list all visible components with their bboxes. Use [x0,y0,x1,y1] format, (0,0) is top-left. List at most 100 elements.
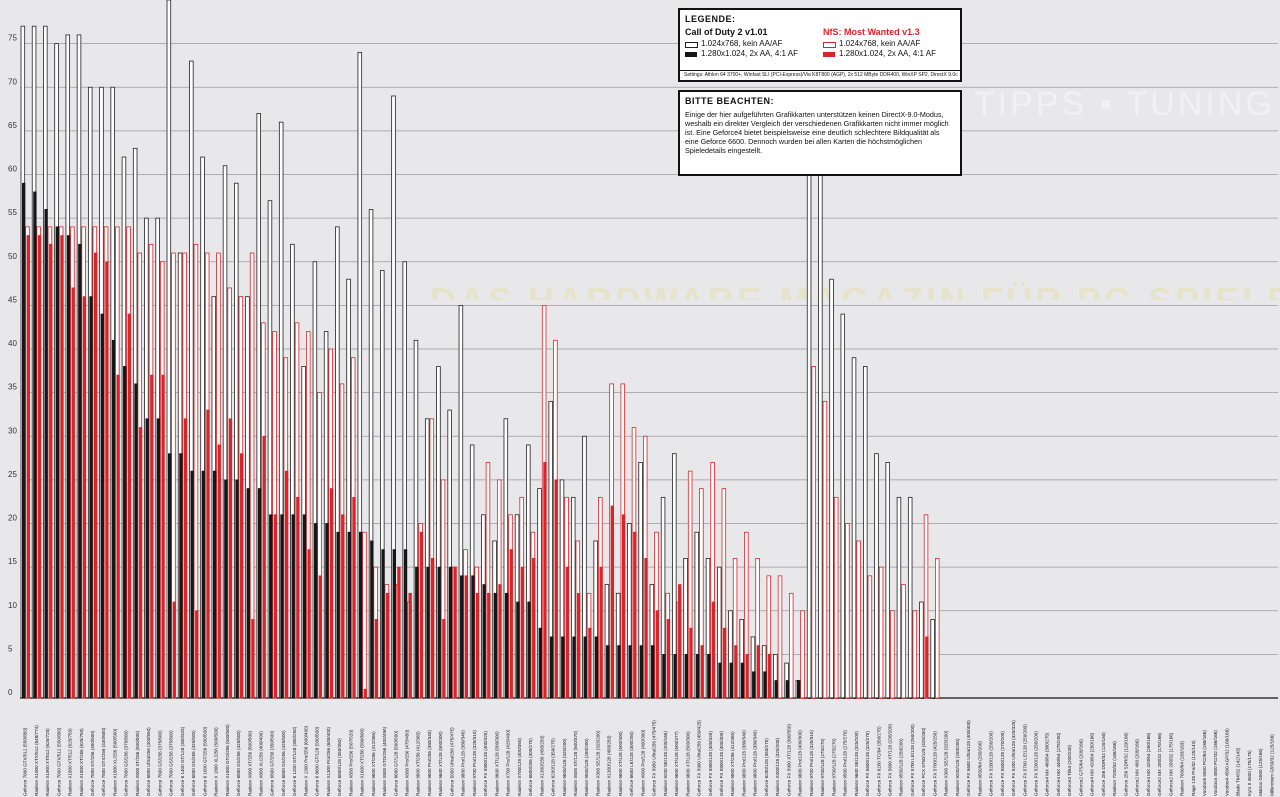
y-tick-label: 35 [8,383,17,392]
bar-nfs-high [150,374,154,699]
x-tick-label: Geforce FX 5700 LE/128 (250/200) [910,724,915,796]
bar-cod-high [167,453,172,699]
bar-cod-low [930,619,935,699]
bar-cod-high [482,584,486,699]
x-tick-label: Radeon X1900 XTX/512 (648/774) [34,725,39,796]
bar-cod-high [257,488,262,699]
bar-nfs-high [700,645,704,699]
legend-title: LEGENDE: [685,14,736,24]
bar-cod-high [617,645,621,699]
y-tick-label: 40 [8,339,17,348]
bar-nfs-high [284,470,289,699]
x-tick-label: Radeon X1800 XT/256 (625/750) [79,728,84,796]
x-tick-label: Radeon 9600 Pro/128 (400/300) [798,730,803,796]
bar-nfs-high [621,514,626,699]
bar-cod-high [44,208,48,699]
bar-cod-low [896,496,902,699]
y-tick-label: 10 [8,601,17,610]
x-tick-label: Geforce 7800 GTX/512 (550/850) [23,727,28,796]
bar-nfs-high [386,592,390,699]
x-tick-label: Radeon 9800 XT/256 (412/365) [371,731,376,796]
x-tick-label: Geforce 256 SDR/32 (120/166) [1123,732,1128,796]
x-tick-labels: Geforce 7800 GTX/512 (550/850) Radeon X19… [23,720,1275,796]
y-tick-label: 0 [8,688,13,697]
x-tick-label: Radeon 9800 Pro/128 (380/340) [753,730,758,796]
bar-cod-low [829,278,834,699]
x-tick-label: Geforce 6600 GT/128 (500/500) [393,730,398,796]
x-tick-label: Radeon 7200/32 (166/166) [1112,741,1117,796]
bar-cod-high [78,243,82,699]
bar-cod-high [280,514,284,699]
bar-nfs-high [296,496,300,699]
x-tick-label: Radeon 9550/128 (250/200) [899,738,904,796]
bar-cod-high [246,488,250,699]
x-tick-label: Radeon 9800 Pro/128 (380/340) [461,730,466,796]
x-tick-label: Geforce 7800 GS/256 (375/600) [124,730,129,796]
bar-nfs-high [487,592,491,699]
legend-nfs-low-label: 1.024x768, kein AA/AF [839,39,921,48]
x-tick-label: Geforce FX 5600/128 (325/275) [865,731,870,796]
bar-cod-high [381,549,385,699]
bar-cod-high [224,479,228,699]
bar-cod-high [89,296,93,699]
bar-nfs-low [856,540,861,699]
y-tick-label: 75 [8,34,17,43]
y-tick-label: 50 [8,252,17,261]
x-tick-label: Geforce FX 5200/128 (250/200) [989,731,994,796]
bar-cod-low [907,496,913,699]
bar-nfs-low [789,592,794,699]
x-tick-label: Radeon 7000/64 (183/183) [1180,741,1185,796]
x-tick-label: Geforce FX 5950 Ultra/256 (475/475) [652,720,657,796]
bar-nfs-high [779,697,783,699]
bar-nfs-low [845,523,850,699]
x-tick-label: Geforce FX 5800/128 (400/400) [719,731,724,796]
bar-nfs-high [419,531,424,699]
bar-nfs-high [902,697,907,699]
x-tick-label: Rage 128 Pro/32 (125/143) [1191,740,1196,796]
x-tick-label: Geforce 6800 GT/256 (350/500) [270,730,275,796]
bar-nfs-low [912,610,918,699]
x-tick-label: Voodoo5 5500 PCI/64 (166/166) [1202,730,1207,796]
x-tick-label: Geforce4 MX 440/64 (275/200) [1056,732,1061,796]
bar-nfs-high [925,636,929,699]
bar-cod-high [145,418,149,699]
y-tick-labels: 0 5 10 15 20 25 30 35 40 45 50 55 60 65 70 75 [8,34,17,697]
bar-nfs-high [869,697,873,699]
y-tick-label: 45 [8,295,17,304]
bar-nfs-high [588,627,592,699]
x-tick-label: Geforce2 MX 200/32 (175/166) [1157,732,1162,796]
bar-cod-high [875,697,879,699]
bar-nfs-high [60,235,64,699]
bar-cod-high [695,653,700,699]
bar-cod-high [729,662,733,699]
x-tick-label: Geforce2 GTS/64 (200/166) [1078,739,1083,796]
bar-cod-high [392,549,396,699]
note-title: BITTE BEACHTEN: [685,96,774,106]
bar-nfs-high [767,653,772,699]
bar-nfs-high [936,697,940,699]
y-tick-label: 55 [8,208,17,217]
x-tick-label: Radeon 9700 Pro/128 (325/310) [472,730,477,796]
bar-cod-high [830,697,835,699]
bar-cod-low [851,357,857,699]
x-tick-label: Radeon X800 XT/256 (500/500) [247,730,252,796]
y-tick-label: 60 [8,165,17,174]
bar-cod-high [347,531,352,699]
x-tick-label: Geforce FX 5500/128 (270/200) [1000,731,1005,796]
bar-nfs-high [689,627,693,699]
bar-cod-high [314,523,318,699]
x-tick-label: Voodoo4 4500 AGP/32 (166/166) [1224,728,1229,796]
bar-cod-high [606,645,610,699]
bar-cod-high [763,671,767,699]
bar-nfs-high [105,261,109,699]
x-tick-label: Radeon 9600 XT/128 (500/377) [674,731,679,796]
bar-cod-high [864,697,868,699]
bar-cod-high [33,191,37,699]
x-tick-label: Radeon X700 Pro/128 (425/430) [506,729,511,796]
y-tick-label: 5 [8,644,13,653]
x-tick-label: Radeon X1800 XT/512 (625/750) [68,728,73,796]
bar-nfs-low [833,496,839,699]
legend-swatch-nfs-high [823,52,835,57]
bar-cod-low [885,462,890,699]
